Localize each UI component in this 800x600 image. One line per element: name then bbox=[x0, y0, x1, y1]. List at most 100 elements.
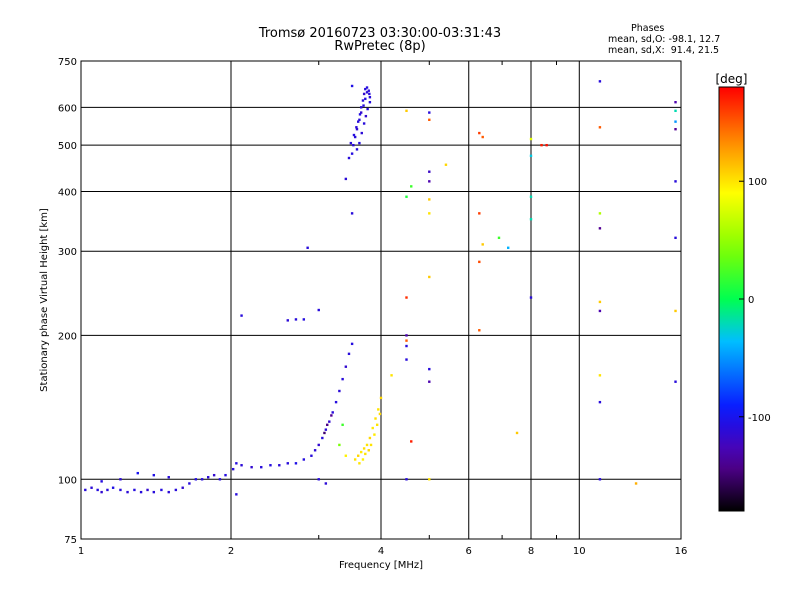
data-point bbox=[235, 462, 238, 465]
data-point bbox=[206, 476, 210, 479]
data-point bbox=[146, 488, 149, 492]
y-tick-label: 750 bbox=[58, 57, 77, 68]
data-point bbox=[133, 488, 136, 492]
data-point bbox=[139, 490, 143, 494]
data-point bbox=[598, 478, 602, 481]
data-point bbox=[341, 377, 344, 381]
data-point bbox=[378, 412, 382, 416]
data-point bbox=[478, 260, 481, 264]
phases-o-stats: mean, sd,O: -98.1, 12.7 bbox=[608, 34, 721, 45]
data-point bbox=[598, 374, 602, 377]
data-point bbox=[317, 443, 320, 447]
data-point bbox=[212, 473, 216, 477]
x-tick-label: 2 bbox=[228, 546, 234, 557]
data-point bbox=[330, 414, 333, 417]
data-point bbox=[361, 99, 365, 102]
chart-subtitle: RwPretec (8p) bbox=[334, 39, 426, 54]
data-point bbox=[294, 318, 298, 321]
data-point bbox=[405, 358, 408, 361]
data-point bbox=[405, 109, 408, 113]
data-point bbox=[358, 462, 361, 465]
data-point bbox=[323, 431, 326, 435]
y-tick-label: 200 bbox=[58, 331, 77, 342]
data-point bbox=[356, 454, 360, 457]
data-point bbox=[444, 163, 448, 166]
data-point bbox=[200, 478, 204, 481]
data-point bbox=[167, 490, 170, 494]
data-point bbox=[96, 488, 99, 492]
chart-title: Tromsø 20160723 03:30:00-03:31:43 bbox=[258, 26, 502, 41]
data-point bbox=[231, 467, 235, 471]
data-point bbox=[331, 411, 334, 414]
data-point bbox=[353, 135, 357, 139]
data-point bbox=[286, 462, 289, 465]
data-point bbox=[350, 212, 354, 215]
data-point bbox=[428, 380, 431, 383]
data-point bbox=[353, 458, 357, 461]
data-point bbox=[224, 473, 227, 477]
data-point bbox=[481, 243, 484, 246]
data-point bbox=[240, 314, 243, 317]
data-point bbox=[371, 426, 374, 430]
data-point bbox=[167, 476, 170, 479]
data-point bbox=[478, 131, 481, 135]
data-point bbox=[344, 454, 348, 457]
data-point bbox=[306, 246, 309, 249]
data-point bbox=[367, 449, 370, 452]
data-point bbox=[506, 246, 510, 249]
data-point bbox=[373, 433, 376, 436]
data-point bbox=[598, 212, 602, 215]
data-point bbox=[365, 443, 369, 447]
colorbar-tick-label: 100 bbox=[748, 177, 767, 188]
data-point bbox=[365, 86, 369, 89]
data-point bbox=[358, 141, 361, 145]
data-point bbox=[286, 319, 289, 322]
data-point bbox=[341, 423, 344, 427]
x-tick-label: 6 bbox=[466, 546, 472, 557]
data-point bbox=[352, 143, 355, 147]
data-point bbox=[598, 300, 602, 304]
data-point bbox=[379, 396, 383, 400]
data-point bbox=[111, 486, 115, 489]
colorbar-label: [deg] bbox=[716, 72, 748, 86]
data-point bbox=[478, 212, 481, 215]
data-point bbox=[428, 198, 431, 201]
data-point bbox=[405, 296, 408, 299]
data-point bbox=[674, 100, 677, 104]
data-point bbox=[218, 478, 222, 481]
data-point bbox=[377, 408, 380, 411]
data-point bbox=[364, 452, 367, 456]
data-point bbox=[359, 106, 363, 109]
data-point bbox=[324, 482, 328, 485]
data-point bbox=[634, 482, 638, 485]
data-point bbox=[84, 488, 87, 492]
data-point bbox=[428, 111, 431, 114]
data-point bbox=[313, 449, 317, 452]
x-axis-label: Frequency [MHz] bbox=[339, 560, 423, 571]
data-point bbox=[362, 92, 366, 96]
data-point bbox=[674, 236, 677, 240]
data-point bbox=[350, 84, 354, 88]
x-tick-label: 1 bbox=[78, 546, 84, 557]
data-point bbox=[347, 352, 351, 356]
data-point bbox=[126, 490, 129, 494]
data-point bbox=[310, 454, 313, 457]
data-point bbox=[106, 488, 109, 492]
y-tick-label: 300 bbox=[58, 247, 77, 258]
data-point bbox=[328, 420, 331, 423]
data-point bbox=[529, 195, 533, 198]
data-point bbox=[428, 212, 431, 215]
y-tick-label: 600 bbox=[58, 103, 77, 114]
data-point bbox=[368, 436, 372, 440]
data-point bbox=[358, 118, 361, 122]
data-point bbox=[368, 92, 371, 96]
data-point bbox=[321, 436, 324, 440]
data-point bbox=[119, 478, 122, 481]
data-point bbox=[355, 148, 359, 151]
x-tick-label: 16 bbox=[675, 546, 688, 557]
data-point bbox=[361, 458, 365, 461]
data-point bbox=[545, 143, 548, 147]
data-point bbox=[364, 97, 367, 101]
data-point bbox=[428, 478, 431, 481]
data-point bbox=[598, 80, 602, 83]
